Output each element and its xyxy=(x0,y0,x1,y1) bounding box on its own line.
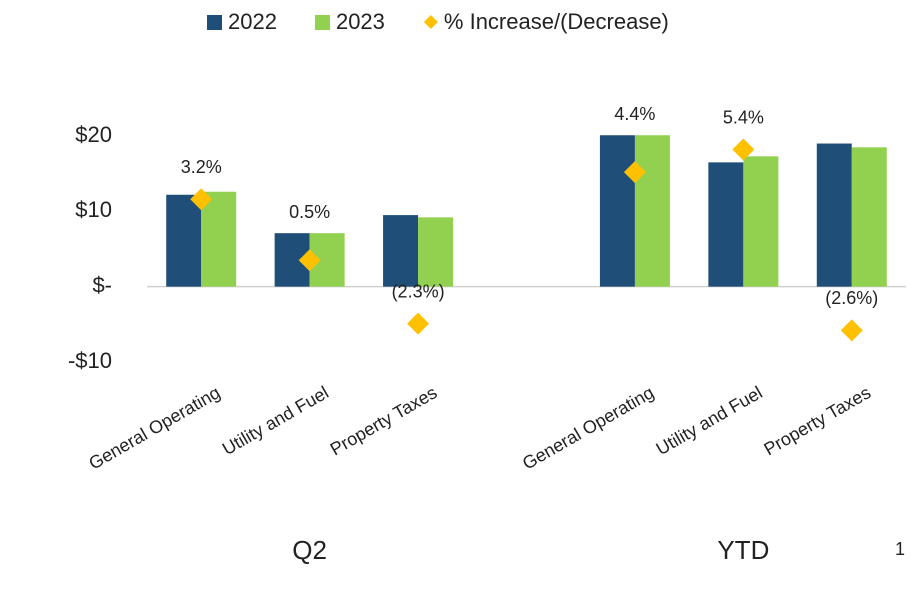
legend-marker xyxy=(207,15,222,30)
bar xyxy=(634,135,670,287)
group-label: YTD xyxy=(717,535,769,565)
x-tick-label: Property Taxes xyxy=(760,382,874,459)
legend-label: 2023 xyxy=(336,9,385,34)
data-label: 0.5% xyxy=(289,202,330,222)
data-label: 4.4% xyxy=(614,104,655,124)
diamond-marker xyxy=(407,312,430,335)
x-tick-label: General Operating xyxy=(85,382,223,473)
page-number: 1 xyxy=(895,539,905,559)
diamond-marker xyxy=(623,161,646,184)
data-label: 3.2% xyxy=(181,157,222,177)
bar xyxy=(599,135,635,287)
y-tick-label: $- xyxy=(92,272,112,297)
diamond-marker xyxy=(190,188,213,211)
diamond-marker xyxy=(840,319,863,342)
legend-label: % Increase/(Decrease) xyxy=(444,9,669,34)
bar xyxy=(708,162,744,287)
y-tick-label: -$10 xyxy=(68,348,112,373)
data-label: (2.6%) xyxy=(825,288,878,308)
x-tick-label: Property Taxes xyxy=(327,382,441,459)
legend-label: 2022 xyxy=(228,9,277,34)
bar xyxy=(743,156,779,287)
legend-marker xyxy=(423,15,438,29)
bar xyxy=(201,191,237,287)
legend-marker xyxy=(314,15,330,30)
diamond-marker xyxy=(298,249,321,272)
y-tick-label: $10 xyxy=(75,197,112,222)
bar xyxy=(851,147,887,287)
y-tick-label: $20 xyxy=(75,122,112,147)
bar xyxy=(166,194,202,287)
x-tick-label: Utility and Fuel xyxy=(219,382,332,459)
diamond-marker xyxy=(732,138,755,161)
group-label: Q2 xyxy=(292,535,327,565)
data-label: (2.3%) xyxy=(392,281,445,301)
x-tick-label: Utility and Fuel xyxy=(653,382,766,459)
bar xyxy=(816,143,852,287)
bar xyxy=(418,217,454,287)
x-tick-label: General Operating xyxy=(519,382,657,473)
bar xyxy=(383,215,419,287)
data-label: 5.4% xyxy=(723,107,764,127)
